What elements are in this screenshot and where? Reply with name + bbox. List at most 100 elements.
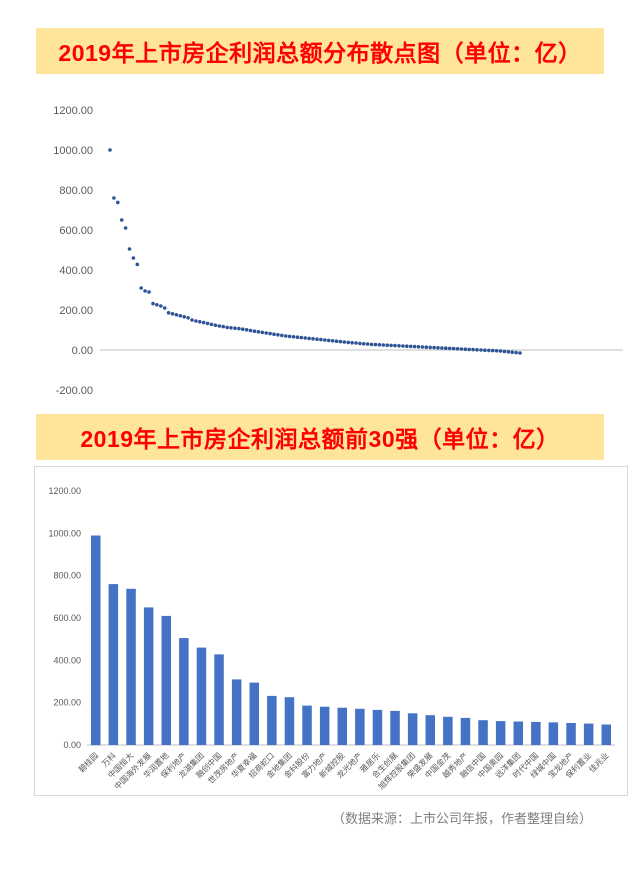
scatter-point xyxy=(291,335,296,339)
scatter-point xyxy=(190,318,194,322)
scatter-point xyxy=(397,344,401,348)
bar-y-tick-label: 800.00 xyxy=(53,571,81,581)
scatter-point xyxy=(252,329,257,333)
scatter-point xyxy=(330,339,335,343)
bar-chart-title: 2019年上市房企利润总额前30强（单位：亿） xyxy=(80,426,560,452)
scatter-y-tick-label: 1200.00 xyxy=(53,105,93,117)
scatter-point xyxy=(151,301,155,306)
scatter-point xyxy=(209,322,214,327)
scatter-point xyxy=(420,345,425,349)
scatter-point xyxy=(447,346,452,351)
scatter-point xyxy=(174,313,179,317)
bar xyxy=(319,706,330,745)
scatter-point xyxy=(264,331,268,335)
bar xyxy=(302,705,312,745)
scatter-point xyxy=(186,316,190,320)
bar-y-tick-label: 0.00 xyxy=(63,740,81,750)
bar xyxy=(355,708,365,745)
scatter-point xyxy=(268,331,272,336)
bar xyxy=(284,697,295,745)
bar xyxy=(531,721,541,745)
bar-y-tick-label: 1000.00 xyxy=(48,528,81,538)
scatter-point xyxy=(323,338,327,342)
scatter-point xyxy=(159,304,163,308)
bar xyxy=(179,638,189,745)
scatter-point xyxy=(365,342,370,346)
scatter-y-tick-label: 800.00 xyxy=(59,185,93,197)
scatter-point xyxy=(440,346,444,350)
scatter-point xyxy=(494,349,499,353)
scatter-point xyxy=(342,340,347,344)
scatter-point xyxy=(487,348,491,353)
bar xyxy=(337,707,347,745)
scatter-plot-svg: 1200.00 1000.00 800.00 600.00 400.00 200.00 0.… xyxy=(53,105,623,397)
scatter-point xyxy=(182,315,186,319)
scatter-point xyxy=(479,348,483,352)
scatter-point xyxy=(416,345,421,349)
bar xyxy=(161,615,171,745)
bar xyxy=(513,721,523,745)
bar xyxy=(372,709,383,745)
scatter-point xyxy=(373,342,378,347)
bar xyxy=(566,723,576,745)
scatter-point xyxy=(510,350,514,355)
scatter-point xyxy=(170,312,175,316)
scatter-point xyxy=(315,337,319,341)
scatter-y-tick-label: 200.00 xyxy=(59,305,93,317)
scatter-point xyxy=(369,342,374,347)
scatter-point xyxy=(307,336,311,341)
scatter-point xyxy=(229,326,233,330)
scatter-point xyxy=(127,247,132,251)
bar xyxy=(91,535,101,746)
scatter-point xyxy=(475,348,479,352)
scatter-point xyxy=(155,303,159,307)
scatter-point xyxy=(455,347,460,351)
scatter-point xyxy=(303,336,308,340)
bar xyxy=(108,584,119,745)
bar xyxy=(460,717,471,745)
scatter-point xyxy=(490,348,495,353)
bar xyxy=(478,720,488,745)
scatter-point xyxy=(346,340,351,345)
scatter-point xyxy=(225,325,229,330)
scatter-point xyxy=(467,347,472,352)
scatter-point xyxy=(139,286,143,290)
bar xyxy=(583,723,594,745)
scatter-point xyxy=(272,332,276,336)
scatter-point xyxy=(123,226,128,230)
scatter-point xyxy=(381,343,386,347)
scatter-point xyxy=(506,350,511,354)
scatter-point xyxy=(326,338,331,343)
scatter-point xyxy=(221,324,225,329)
bar xyxy=(196,647,207,745)
bar-y-tick-label: 400.00 xyxy=(53,655,81,665)
scatter-point xyxy=(385,343,390,347)
bar xyxy=(267,695,277,745)
scatter-point xyxy=(166,311,171,315)
scatter-point xyxy=(162,306,167,310)
bar-category-label: 佳兆业 xyxy=(587,750,611,774)
scatter-point xyxy=(295,335,300,339)
scatter-point xyxy=(116,200,120,205)
bar-title-banner: 2019年上市房企利润总额前30强（单位：亿） xyxy=(36,414,604,460)
bar xyxy=(548,722,559,745)
scatter-point xyxy=(354,341,358,345)
scatter-point xyxy=(112,196,116,200)
scatter-point xyxy=(198,320,202,324)
scatter-point xyxy=(233,326,237,330)
bar xyxy=(214,654,224,745)
scatter-point xyxy=(463,347,468,351)
scatter-y-tick-label: 600.00 xyxy=(59,225,93,237)
scatter-chart-title: 2019年上市房企利润总额分布散点图（单位：亿） xyxy=(58,40,582,66)
scatter-point xyxy=(194,319,198,323)
scatter-point xyxy=(287,334,292,339)
scatter-point xyxy=(248,328,253,333)
scatter-point xyxy=(393,343,397,348)
scatter-y-tick-label: 1000.00 xyxy=(53,145,93,157)
bar xyxy=(443,716,453,745)
bar xyxy=(231,679,242,745)
scatter-point xyxy=(451,346,456,351)
scatter-point xyxy=(135,262,140,267)
scatter-title-banner: 2019年上市房企利润总额分布散点图（单位：亿） xyxy=(36,28,604,74)
scatter-point xyxy=(205,321,210,326)
